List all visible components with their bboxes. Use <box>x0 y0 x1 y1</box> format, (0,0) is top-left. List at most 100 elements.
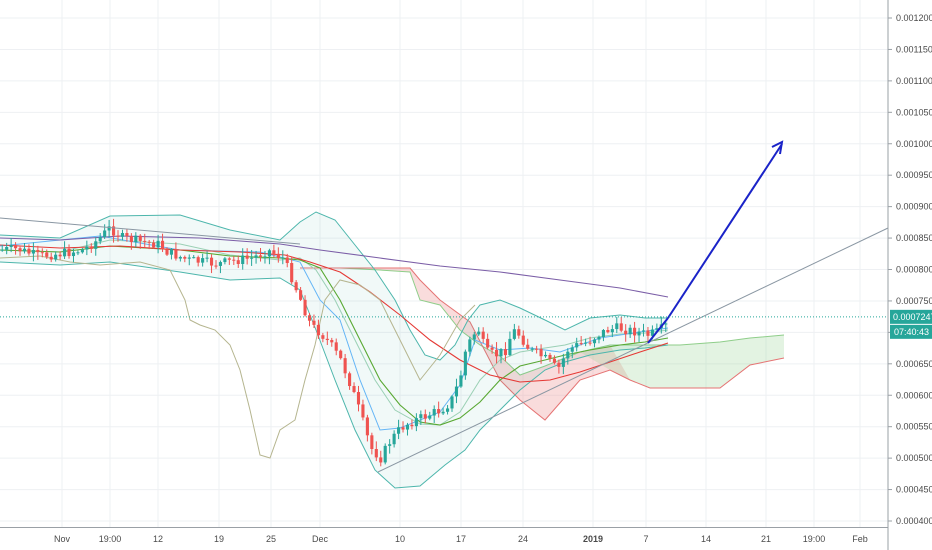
candle-9 <box>40 248 44 258</box>
candle-28 <box>125 229 129 242</box>
candle-98 <box>437 401 441 418</box>
lagging-span <box>0 255 476 459</box>
candle-14 <box>63 241 67 260</box>
candle-33 <box>147 239 151 250</box>
candle-92 <box>410 419 414 430</box>
candle-body-10 <box>45 252 49 257</box>
candle-100 <box>446 405 450 415</box>
candle-body-89 <box>397 427 401 434</box>
last-price-label: 0.0007247 <box>893 312 932 322</box>
candle-130 <box>579 336 583 346</box>
candle-body-100 <box>446 408 450 412</box>
candle-body-29 <box>129 235 133 243</box>
candle-body-68 <box>303 299 307 316</box>
candle-102 <box>454 378 459 404</box>
candle-body-21 <box>94 241 98 249</box>
candle-body-22 <box>98 237 102 242</box>
x-tick-label-12: 21 <box>761 534 771 544</box>
bollinger-upper <box>0 211 668 361</box>
candle-body-80 <box>356 392 361 405</box>
candle-10 <box>45 249 49 260</box>
candle-body-111 <box>494 349 499 357</box>
candle-78 <box>348 371 352 390</box>
candle-body-3 <box>14 245 18 249</box>
candle-57 <box>254 250 258 264</box>
candle-body-7 <box>31 249 35 254</box>
candle-128 <box>570 344 574 359</box>
candle-116 <box>517 325 521 339</box>
drawings <box>0 140 889 473</box>
candle-body-86 <box>383 445 387 463</box>
candle-body-76 <box>339 350 343 359</box>
candle-body-75 <box>334 342 338 351</box>
candle-body-73 <box>325 338 329 341</box>
bollinger-fill <box>0 212 668 488</box>
candle-122 <box>543 351 548 358</box>
candle-83 <box>370 432 374 455</box>
candle-140 <box>624 324 628 342</box>
candle-body-125 <box>557 362 561 367</box>
candle-15 <box>67 244 71 259</box>
candle-body-139 <box>619 323 623 331</box>
candle-body-113 <box>503 349 508 356</box>
candle-114 <box>508 331 512 357</box>
candle-body-19 <box>85 246 89 250</box>
candle-body-102 <box>454 386 459 397</box>
candle-70 <box>312 314 316 329</box>
x-tick-label-3: 19 <box>214 534 224 544</box>
candle-32 <box>143 233 147 247</box>
candle-body-47 <box>209 257 214 266</box>
candle-74 <box>330 337 334 347</box>
candle-body-99 <box>441 411 445 414</box>
candle-body-108 <box>481 331 485 339</box>
last-price-tag <box>890 309 932 324</box>
candle-body-43 <box>192 257 196 259</box>
candle-49 <box>218 260 222 274</box>
candle-54 <box>241 248 245 270</box>
candle-body-23 <box>103 230 107 238</box>
candle-body-131 <box>584 342 588 344</box>
candle-body-71 <box>316 324 320 336</box>
time-axis[interactable]: Nov 19:00 12 19 25 Dec 10 17 24 2019 7 14 21 19:00 Feb <box>0 527 888 545</box>
candle-body-6 <box>27 248 31 254</box>
candle-body-9 <box>40 252 44 254</box>
candle-body-116 <box>517 329 521 336</box>
candle-124 <box>552 355 556 365</box>
candle-body-32 <box>143 240 147 242</box>
x-tick-label-9: 2019 <box>583 534 603 544</box>
x-tick-label-0: Nov <box>54 534 71 544</box>
candle-body-56 <box>250 257 254 259</box>
candle-body-120 <box>535 348 539 350</box>
candle-25 <box>112 218 116 243</box>
bollinger-lower <box>0 261 669 489</box>
candle-63 <box>281 250 285 265</box>
candle-12 <box>54 251 58 262</box>
candle-body-147 <box>655 328 659 330</box>
candle-129 <box>575 337 579 352</box>
candle-134 <box>597 335 601 344</box>
candle-body-97 <box>432 409 436 416</box>
candle-20 <box>89 243 93 253</box>
candle-84 <box>374 441 378 462</box>
candle-body-138 <box>615 323 619 330</box>
candle-142 <box>633 321 637 343</box>
candle-73 <box>325 331 329 346</box>
candle-body-8 <box>36 249 40 253</box>
x-tick-label-8: 24 <box>518 534 528 544</box>
candle-body-109 <box>486 338 490 348</box>
candle-body-24 <box>107 226 111 231</box>
candle-16 <box>71 248 76 263</box>
candle-body-127 <box>566 351 570 359</box>
candle-body-133 <box>592 339 597 344</box>
candle-58 <box>258 247 263 262</box>
candle-93 <box>414 413 418 432</box>
candle-97 <box>432 405 436 423</box>
candle-body-5 <box>22 248 27 252</box>
trend-line <box>377 227 889 473</box>
